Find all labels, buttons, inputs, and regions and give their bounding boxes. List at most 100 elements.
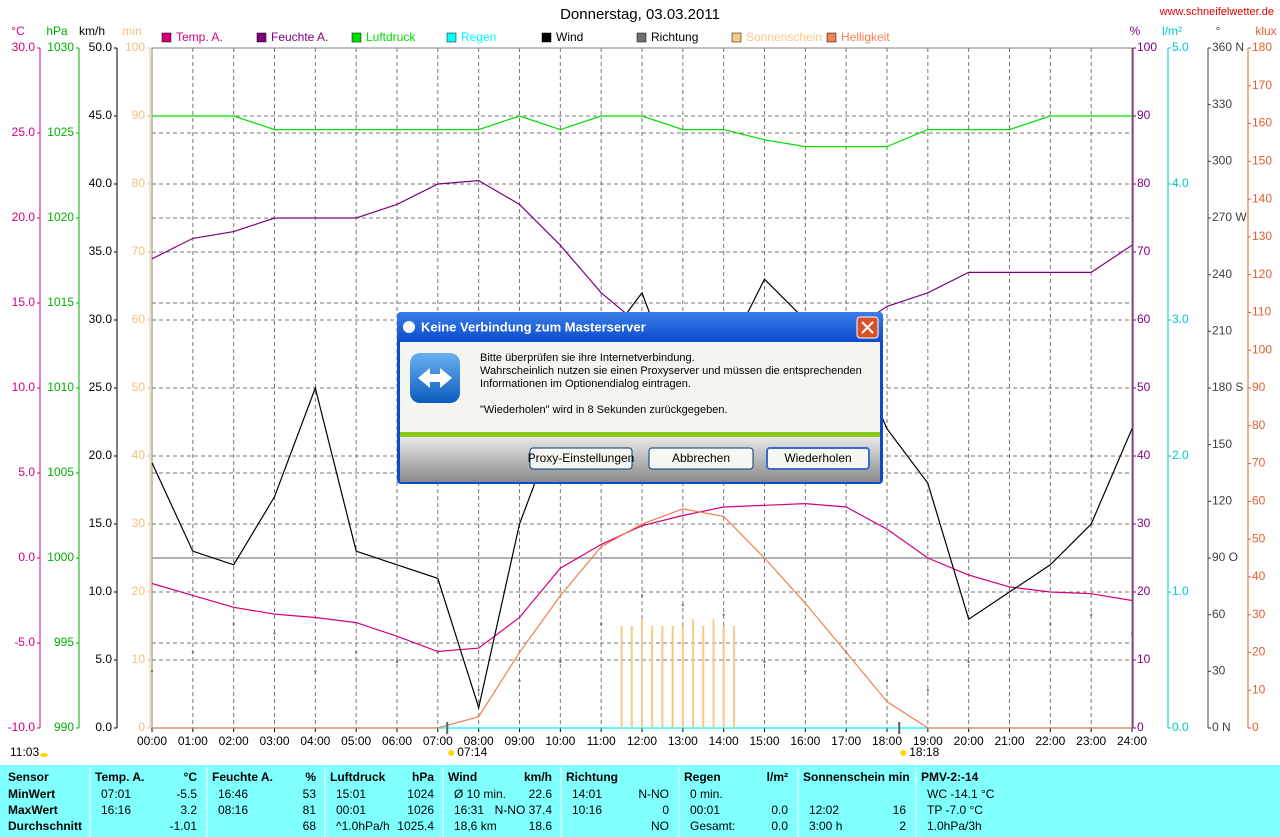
clock-sun xyxy=(40,753,48,757)
y-tick-label: 30.0 xyxy=(12,40,36,54)
x-tick-label: 15:00 xyxy=(749,734,779,748)
y-tick-label: 5.0 xyxy=(1172,40,1189,54)
title: Donnerstag, 03.03.2011 xyxy=(560,6,720,23)
y-tick-label: 1005 xyxy=(47,465,74,479)
direction-dot xyxy=(1008,613,1011,616)
y-tick-label: 20 xyxy=(1137,584,1151,598)
dialog-title: Keine Verbindung zum Masterserver xyxy=(421,319,646,334)
axis-unit: l/m² xyxy=(1162,24,1182,38)
table-header: PMV-2:-14 xyxy=(921,770,979,784)
dialog-text: Wahrscheinlich nutzen sie einen Proxyser… xyxy=(480,365,862,377)
x-tick-label: 11:00 xyxy=(587,734,616,748)
table-cell: 22.6 xyxy=(529,787,553,801)
y-tick-label: 1015 xyxy=(47,295,74,309)
direction-dot xyxy=(1090,613,1093,616)
table-header-unit: hPa xyxy=(412,770,434,784)
direction-dot xyxy=(396,660,398,663)
dialog-app-icon xyxy=(403,321,415,333)
dialog-button-label[interactable]: Proxy-Einstellungen xyxy=(528,451,635,465)
y-tick-label: 1000 xyxy=(47,550,74,564)
y-tick-label: 90 xyxy=(1252,380,1266,394)
y-tick-label: 140 xyxy=(1252,191,1272,205)
y-tick-label: 210 xyxy=(1212,324,1232,338)
legend-swatch xyxy=(446,32,457,43)
y-tick-label: 50 xyxy=(1252,531,1266,545)
y-tick-label: 990 xyxy=(54,720,74,734)
table-header: Sensor xyxy=(8,770,49,784)
table-cell: 3:00 h xyxy=(809,819,842,833)
table-cell: 68 xyxy=(303,819,317,833)
x-tick-label: 04:00 xyxy=(300,734,330,748)
axis-unit: hPa xyxy=(46,24,68,38)
table-cell: 16 xyxy=(893,803,907,817)
y-tick-label: 1.0 xyxy=(1172,584,1189,598)
series-line xyxy=(152,508,1132,729)
dialog-text: Informationen im Optionendialog eintrage… xyxy=(480,378,691,390)
dialog-text: "Wiederholen" wird in 8 Sekunden zurückg… xyxy=(480,404,728,416)
table-cell: 15:01 xyxy=(336,787,366,801)
x-tick-label: 05:00 xyxy=(341,734,371,748)
table-header: Richtung xyxy=(566,770,618,784)
series-line xyxy=(152,115,1132,148)
table-header: Regen xyxy=(684,770,721,784)
sunshine-bar xyxy=(732,626,735,728)
direction-dot xyxy=(600,623,603,626)
direction-dot xyxy=(355,651,358,654)
legend-label: Luftdruck xyxy=(366,30,416,44)
sunshine-bar xyxy=(681,626,684,728)
legend-label: Temp. A. xyxy=(176,30,223,44)
y-tick-label: 20 xyxy=(132,584,146,598)
table-cell: Ø 10 min. xyxy=(454,787,506,801)
y-tick-label: 100 xyxy=(1252,342,1272,356)
y-tick-label: 1020 xyxy=(47,210,74,224)
dialog-button[interactable] xyxy=(766,447,870,470)
y-tick-label: 40.0 xyxy=(89,176,113,190)
y-tick-label: 10.0 xyxy=(12,380,36,394)
y-tick-label: 50 xyxy=(1137,380,1151,394)
dialog-icon-arrows xyxy=(418,368,452,388)
y-tick-label: 0 xyxy=(1137,720,1144,734)
table-header: Luftdruck xyxy=(330,770,386,784)
table-cell: 12:02 xyxy=(809,803,839,817)
direction-dot xyxy=(1049,623,1052,626)
y-tick-label: 80 xyxy=(1252,418,1266,432)
dialog-button-label[interactable]: Abbrechen xyxy=(672,451,730,465)
sunshine-bar xyxy=(630,626,633,728)
dialog-text: Bitte überprüfen sie ihre Internetverbin… xyxy=(480,352,695,364)
table-cell: 1.0hPa/3h xyxy=(927,819,982,833)
table-cell: 0.0 xyxy=(771,819,788,833)
x-tick-label: 18:00 xyxy=(872,734,902,748)
stats-panel xyxy=(0,765,1280,837)
table-cell: 16:16 xyxy=(101,803,131,817)
x-tick-label: 21:00 xyxy=(994,734,1024,748)
dialog-titlebar xyxy=(397,312,883,342)
y-tick-label: 3.0 xyxy=(1172,312,1189,326)
y-tick-label: 25.0 xyxy=(89,380,113,394)
table-cell: 53 xyxy=(303,787,317,801)
legend-swatch xyxy=(731,32,742,43)
table-cell: 1026 xyxy=(407,803,434,817)
legend-swatch xyxy=(161,32,172,43)
sunshine-bar xyxy=(702,626,705,728)
y-tick-label: 330 xyxy=(1212,97,1232,111)
dialog-button-label[interactable]: Wiederholen xyxy=(784,451,851,465)
direction-dot xyxy=(314,670,317,673)
table-cell: N-NO 37.4 xyxy=(495,803,553,817)
y-tick-label: 30 xyxy=(1137,516,1151,530)
y-tick-label: 50 xyxy=(132,380,146,394)
dialog-button[interactable] xyxy=(529,447,633,470)
clock-time: 11:03 xyxy=(10,745,39,759)
table-header: Temp. A. xyxy=(95,770,144,784)
site-url: www.schneifelwetter.de xyxy=(1159,6,1274,18)
direction-dot xyxy=(518,679,521,682)
x-tick-label: 19:00 xyxy=(913,734,943,748)
dialog-button[interactable] xyxy=(648,447,754,470)
y-tick-label: 70 xyxy=(1137,244,1151,258)
x-tick-label: 20:00 xyxy=(954,734,984,748)
y-tick-label: 0.0 xyxy=(95,720,112,734)
direction-dot xyxy=(273,632,276,635)
table-header: Sonnenschein min xyxy=(803,770,910,784)
y-tick-label: 50.0 xyxy=(89,40,113,54)
table-header-unit: °C xyxy=(184,770,198,784)
x-tick-label: 06:00 xyxy=(382,734,412,748)
